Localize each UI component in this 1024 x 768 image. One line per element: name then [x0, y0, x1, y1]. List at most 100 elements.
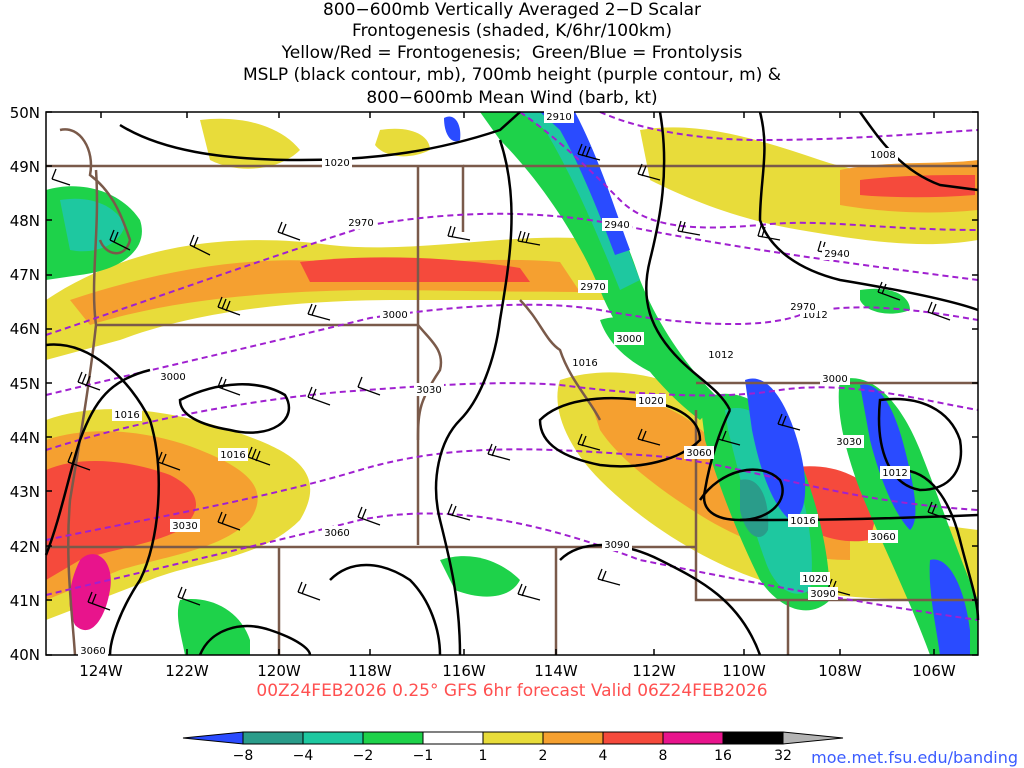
title-line-5: 800−600mb Mean Wind (barb, kt)	[366, 88, 658, 108]
lat-label: 43N	[10, 483, 40, 501]
title-line-2: Frontogenesis (shaded, K/6hr/100km)	[352, 21, 672, 41]
colorbar-bin	[242, 731, 304, 745]
lat-label: 50N	[10, 104, 40, 122]
height-label: 2970	[346, 216, 376, 229]
colorbar-label: −4	[293, 748, 314, 764]
height-label: 3030	[834, 435, 864, 448]
lon-label: 116W	[442, 662, 486, 680]
mslp-label: 1020	[636, 394, 666, 407]
height-label: 3060	[78, 644, 108, 657]
lat-label: 40N	[10, 646, 40, 664]
title-line-4: MSLP (black contour, mb), 700mb height (…	[242, 65, 782, 85]
mslp-label: 1012	[880, 466, 910, 479]
lon-label: 112W	[632, 662, 676, 680]
height-label: 3060	[684, 446, 714, 459]
svg-text:2970: 2970	[348, 218, 373, 229]
svg-text:1012: 1012	[882, 468, 907, 479]
lon-label: 106W	[912, 662, 956, 680]
svg-text:2940: 2940	[824, 249, 849, 260]
lon-label: 110W	[722, 662, 766, 680]
mslp-label: 1012	[706, 348, 736, 361]
lat-ticks	[46, 111, 978, 656]
colorbar-label: −8	[233, 748, 254, 764]
colorbar: −8 −4 −2 −1 1 2 4 8 16 32	[182, 731, 844, 764]
svg-text:3090: 3090	[604, 540, 629, 551]
svg-text:2940: 2940	[604, 220, 629, 231]
svg-text:1020: 1020	[324, 158, 349, 169]
colorbar-lower-cap	[182, 731, 244, 745]
colorbar-label: −1	[413, 748, 434, 764]
colorbar-label: 1	[479, 748, 488, 764]
lon-axis: 124W 122W 120W 118W 116W 114W 112W 110W …	[79, 662, 956, 680]
svg-text:3060: 3060	[870, 532, 895, 543]
mslp-label: 1016	[218, 448, 248, 461]
wind-barbs	[51, 143, 951, 611]
colorbar-label: −2	[353, 748, 374, 764]
svg-text:3000: 3000	[616, 334, 641, 345]
mslp-label: 1008	[0, 0, 13, 3]
lat-label: 48N	[10, 212, 40, 230]
height-label: 3090	[808, 587, 838, 600]
svg-text:3030: 3030	[416, 385, 441, 396]
forecast-subtitle: 00Z24FEB2026 0.25° GFS 6hr forecast Vali…	[256, 681, 768, 701]
svg-text:3090: 3090	[810, 589, 835, 600]
lon-label: 108W	[818, 662, 862, 680]
mslp-label: 1016	[112, 408, 142, 421]
svg-text:1012: 1012	[708, 350, 733, 361]
height-label: 2940	[602, 218, 632, 231]
svg-text:1016: 1016	[572, 358, 597, 369]
height-label: 3000	[820, 372, 850, 385]
colorbar-bin	[302, 731, 364, 745]
colorbar-bin	[362, 731, 424, 745]
contour-label-group: 1020 1008 1012 1016 1016 1016 1012 1020 …	[0, 0, 910, 657]
lon-label: 122W	[165, 662, 209, 680]
svg-text:2970: 2970	[790, 302, 815, 313]
svg-text:1020: 1020	[638, 396, 663, 407]
colorbar-bin	[482, 731, 544, 745]
svg-text:3000: 3000	[822, 374, 847, 385]
colorbar-bin	[722, 731, 784, 745]
height-label: 2940	[822, 247, 852, 260]
lon-label: 118W	[348, 662, 392, 680]
mslp-label: 1016	[570, 356, 600, 369]
colorbar-label: 2	[539, 748, 548, 764]
height-label: 2970	[788, 300, 818, 313]
lat-label: 49N	[10, 158, 40, 176]
colorbar-label: 16	[714, 748, 732, 764]
title-line-3: Yellow/Red = Frontogenesis; Green/Blue =…	[281, 43, 743, 63]
lat-label: 46N	[10, 320, 40, 338]
height-contours	[45, 111, 979, 621]
svg-text:3030: 3030	[836, 437, 861, 448]
colorbar-label: 4	[599, 748, 608, 764]
svg-text:1008: 1008	[870, 150, 895, 161]
mslp-label: 1020	[322, 156, 352, 169]
height-label: 3060	[322, 526, 352, 539]
svg-text:3060: 3060	[686, 448, 711, 459]
svg-text:1016: 1016	[790, 516, 815, 527]
colorbar-bin	[542, 731, 604, 745]
mslp-label: 1016	[788, 514, 818, 527]
height-label: 3060	[868, 530, 898, 543]
svg-text:3000: 3000	[382, 310, 407, 321]
svg-text:2910: 2910	[546, 112, 571, 123]
svg-text:3030: 3030	[172, 521, 197, 532]
lon-label: 114W	[534, 662, 578, 680]
svg-text:1012: 1012	[802, 310, 827, 321]
svg-text:3060: 3060	[324, 528, 349, 539]
credit-link[interactable]: moe.met.fsu.edu/banding	[811, 748, 1018, 767]
lat-label: 42N	[10, 538, 40, 556]
colorbar-label: 8	[659, 748, 668, 764]
svg-text:1016: 1016	[114, 410, 139, 421]
colorbar-label: 32	[774, 748, 792, 764]
height-label: 2910	[544, 110, 574, 123]
lon-label: 120W	[257, 662, 301, 680]
height-label: 3000	[158, 370, 188, 383]
height-label: 3000	[614, 332, 644, 345]
svg-text:1016: 1016	[220, 450, 245, 461]
svg-text:2970: 2970	[580, 282, 605, 293]
height-label: 3030	[414, 383, 444, 396]
svg-text:3000: 3000	[160, 372, 185, 383]
title-line-1: 800−600mb Vertically Averaged 2−D Scalar	[323, 0, 701, 20]
height-label: 3030	[170, 519, 200, 532]
